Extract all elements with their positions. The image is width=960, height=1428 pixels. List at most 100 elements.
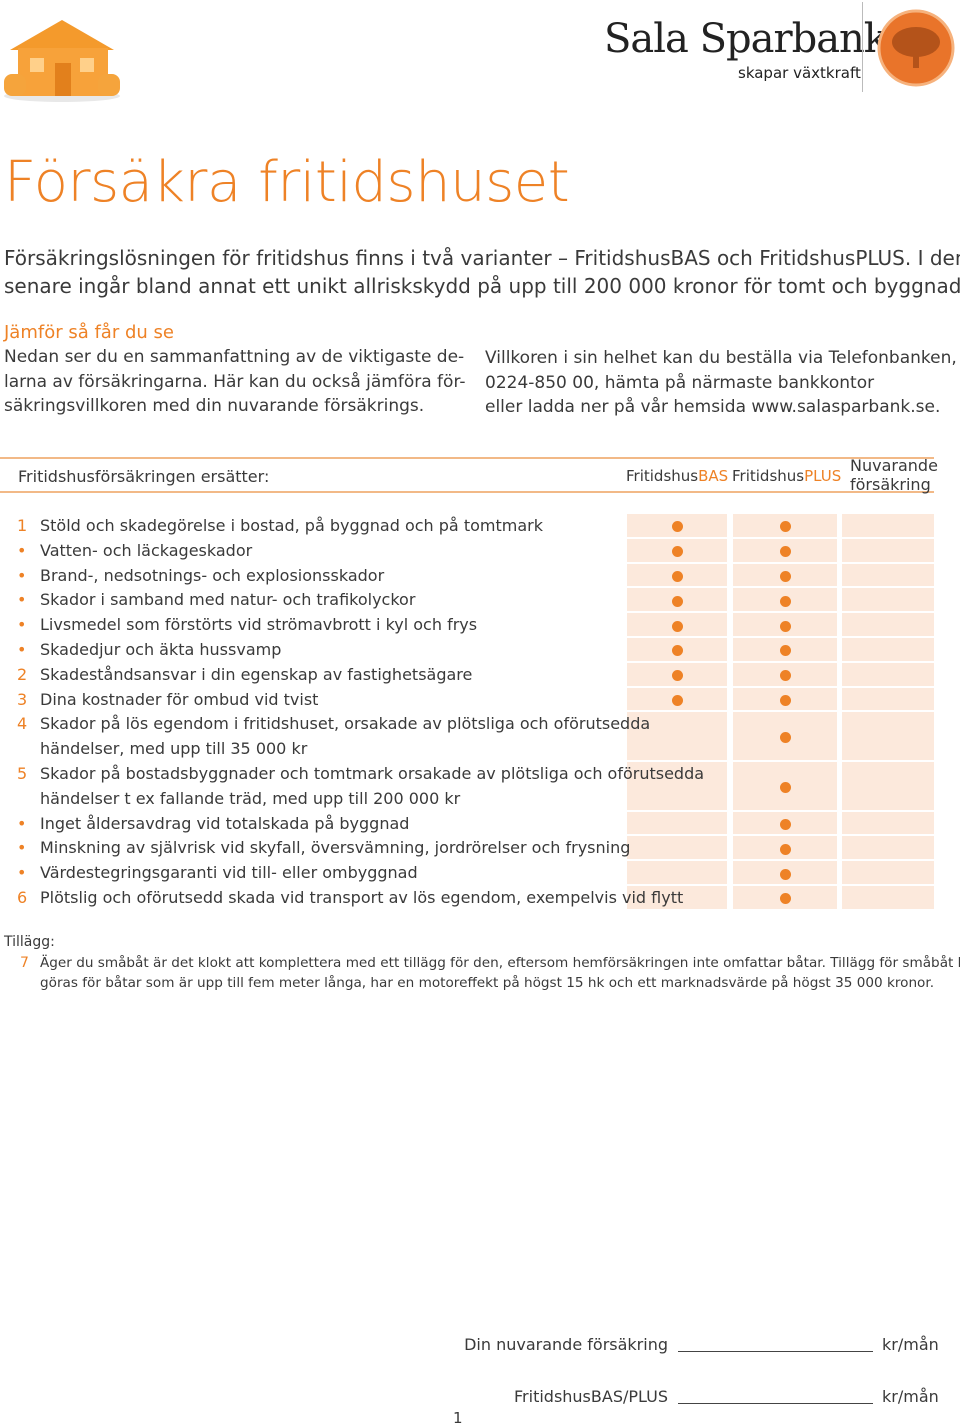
included-dot: [672, 521, 683, 533]
included-dot: [672, 670, 683, 682]
row-marker: •: [17, 813, 27, 833]
row-marker: •: [17, 565, 27, 585]
included-dot: [780, 781, 791, 793]
page-number: 1: [453, 1409, 463, 1427]
included-dot: [780, 620, 791, 632]
row-text: Inget åldersavdrag vid totalskada på byg…: [40, 813, 410, 833]
cell-bg: [627, 836, 727, 860]
row-marker: 3: [17, 689, 28, 709]
row-text: Skadedjur och äkta hussvamp: [40, 640, 282, 659]
included-dot: [672, 695, 683, 706]
cell-bg: [842, 712, 934, 760]
row-text: Minskning av självrisk vid skyfall, över…: [40, 838, 631, 858]
included-dot: [780, 695, 791, 706]
row-marker: •: [17, 838, 27, 858]
row-marker: •: [17, 615, 27, 635]
included-dot: [780, 843, 791, 855]
compare-right-line: 0224-850 00, hämta på närmaste bankkonto…: [485, 372, 875, 393]
row-text: Värdestegringsgaranti vid till- eller om…: [40, 863, 418, 883]
title: Försäkra fritidshuset: [4, 150, 570, 215]
cell-bg: [842, 613, 934, 636]
cell-bg: [842, 514, 934, 537]
divider: [862, 2, 863, 92]
table-rule: [0, 457, 934, 459]
cell-bg: [842, 687, 934, 711]
cell-bg: [627, 712, 727, 760]
column-header-part: Fritidshus: [626, 467, 699, 485]
included-dot: [672, 595, 683, 607]
row-marker: 2: [17, 664, 28, 684]
field-unit: kr/mån: [882, 1387, 939, 1406]
field-line: [678, 1351, 873, 1352]
included-dot: [780, 645, 791, 657]
cell-bg: [842, 762, 934, 810]
addon-line: Äger du småbåt är det klokt att komplett…: [40, 955, 960, 971]
cell-bg: [842, 836, 934, 860]
included-dot: [780, 571, 791, 582]
row-text: Plötslig och oförutsedd skada vid transp…: [40, 888, 684, 907]
included-dot: [672, 620, 683, 632]
cell-bg: [627, 762, 727, 810]
compare-heading: Jämför så får du se: [4, 322, 174, 343]
table-rule: [0, 491, 934, 493]
column-header-part: PLUS: [804, 467, 842, 485]
brand: Sala Sparbank: [604, 16, 888, 62]
row-text: Dina kostnader för ombud vid tvist: [40, 689, 319, 709]
column-header: försäkring: [850, 475, 931, 494]
cell-bg: [842, 638, 934, 661]
column-header: Nuvarande: [850, 456, 938, 475]
cell-bg: [842, 861, 934, 884]
included-dot: [780, 893, 791, 905]
addon-line: göras för båtar som är upp till fem mete…: [40, 975, 935, 991]
included-dot: [780, 868, 791, 880]
cell-bg: [627, 886, 727, 909]
bank-logo: [877, 9, 955, 87]
tagline: skapar växtkraft: [738, 64, 861, 82]
included-dot: [672, 571, 683, 582]
included-dot: [780, 595, 791, 607]
cell-bg: [842, 886, 934, 909]
row-marker: 4: [17, 714, 28, 734]
included-dot: [672, 645, 683, 657]
field-line: [678, 1403, 873, 1404]
cell-bg: [842, 588, 934, 612]
row-marker: •: [17, 540, 27, 560]
column-header: FritidshusPLUS: [732, 467, 841, 485]
row-text: Skadeståndsansvar i din egenskap av fast…: [40, 664, 473, 684]
cell-bg: [627, 861, 727, 884]
intro-line: senare ingår bland annat ett unikt allri…: [4, 274, 960, 298]
included-dot: [780, 732, 791, 744]
column-header-part: BAS: [698, 467, 729, 485]
row-text: Skador på lös egendom i fritidshuset, or…: [40, 714, 651, 734]
row-text: Vatten- och läckageskador: [40, 540, 253, 560]
row-text: Brand-, nedsotnings- och explosionsskado…: [40, 565, 385, 585]
row-text: händelser t ex fallande träd, med upp ti…: [40, 788, 461, 808]
included-dot: [780, 670, 791, 682]
row-marker: 5: [17, 764, 28, 783]
field-label: FritidshusBAS/PLUS: [514, 1387, 668, 1406]
table-caption: Fritidshusförsäkringen ersätter:: [18, 467, 270, 486]
row-marker: •: [17, 590, 27, 610]
row-text: Livsmedel som förstörts vid strömavbrott…: [40, 615, 478, 635]
row-text: Stöld och skadegörelse i bostad, på bygg…: [40, 516, 543, 535]
addon-label: Tillägg:: [4, 934, 55, 950]
row-marker: •: [17, 863, 27, 883]
row-text: Skador på bostadsbyggnader och tomtmark …: [40, 764, 705, 783]
included-dot: [780, 546, 791, 558]
cell-bg: [842, 563, 934, 587]
cell-bg: [842, 538, 934, 562]
included-dot: [672, 546, 683, 558]
house-icon: [4, 20, 120, 102]
included-dot: [780, 521, 791, 533]
compare-left-line: Nedan ser du en sammanfattning av de vik…: [4, 347, 465, 367]
intro-line: Försäkringslösningen för fritidshus finn…: [4, 246, 960, 270]
row-marker: •: [17, 640, 27, 659]
included-dot: [780, 819, 791, 830]
compare-left-line: larna av försäkringarna. Här kan du ocks…: [4, 371, 466, 392]
column-header-part: Fritidshus: [732, 467, 805, 485]
row-text: händelser, med upp till 35 000 kr: [40, 739, 308, 759]
addon-marker: 7: [20, 955, 29, 971]
column-header: FritidshusBAS: [626, 467, 728, 485]
cell-bg: [842, 662, 934, 686]
